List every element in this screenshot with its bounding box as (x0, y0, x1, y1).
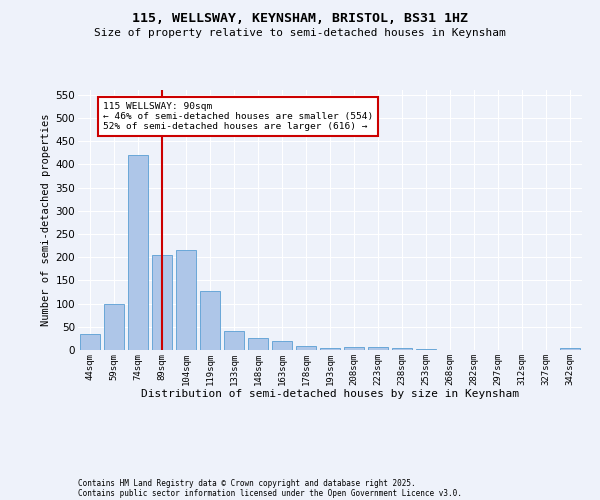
Bar (224, 332, 244, 350)
Bar (128, 155, 148, 350)
X-axis label: Distribution of semi-detached houses by size in Keynsham: Distribution of semi-detached houses by … (141, 389, 519, 399)
Text: Size of property relative to semi-detached houses in Keynsham: Size of property relative to semi-detach… (94, 28, 506, 38)
Bar (80, 334, 100, 350)
Bar (104, 304, 124, 350)
Bar (392, 348, 412, 350)
Bar (272, 340, 292, 350)
Bar (560, 348, 580, 350)
Text: 115, WELLSWAY, KEYNSHAM, BRISTOL, BS31 1HZ: 115, WELLSWAY, KEYNSHAM, BRISTOL, BS31 1… (132, 12, 468, 26)
Text: 115 WELLSWAY: 90sqm
← 46% of semi-detached houses are smaller (554)
52% of semi-: 115 WELLSWAY: 90sqm ← 46% of semi-detach… (103, 102, 373, 132)
Bar (176, 250, 196, 350)
Bar (248, 338, 268, 350)
Text: Contains HM Land Registry data © Crown copyright and database right 2025.: Contains HM Land Registry data © Crown c… (78, 478, 416, 488)
Bar (320, 348, 340, 350)
Bar (344, 347, 364, 350)
Bar (416, 349, 436, 350)
Bar (200, 290, 220, 350)
Bar (368, 347, 388, 350)
Bar (296, 346, 316, 350)
Bar (152, 255, 172, 350)
Y-axis label: Number of semi-detached properties: Number of semi-detached properties (41, 114, 52, 326)
Text: Contains public sector information licensed under the Open Government Licence v3: Contains public sector information licen… (78, 488, 462, 498)
